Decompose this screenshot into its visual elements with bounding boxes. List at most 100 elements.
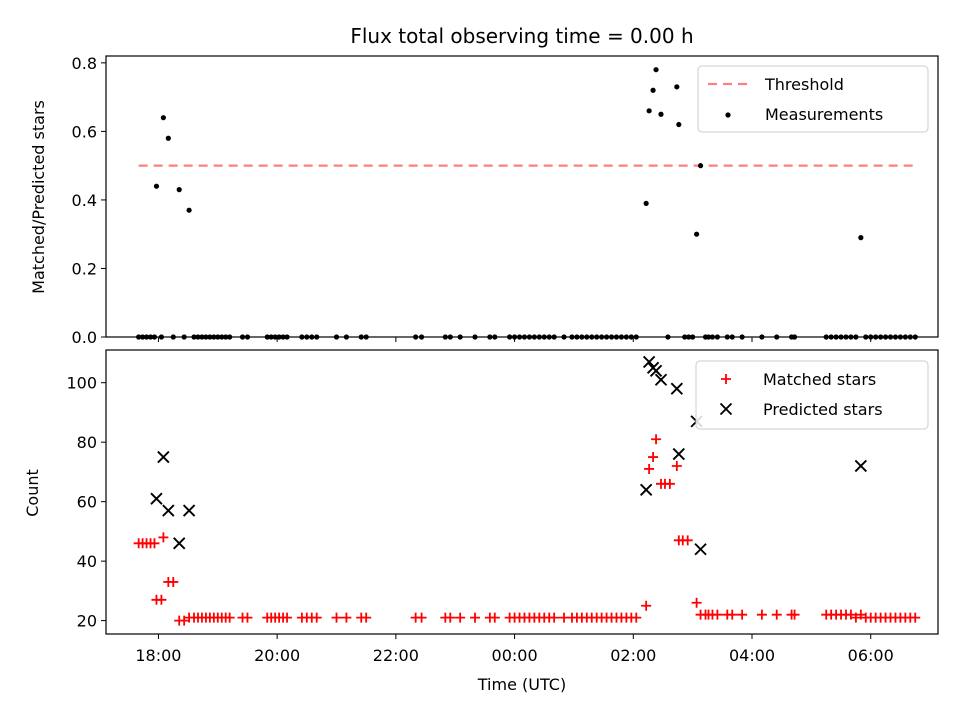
top-legend-box	[697, 65, 929, 133]
measurement-point	[160, 115, 166, 121]
measurement-point	[650, 87, 656, 93]
legend-matched-swatch	[721, 374, 731, 384]
matched-star-point	[651, 434, 662, 445]
matched-star-point	[727, 609, 738, 620]
matched-star-point	[282, 612, 293, 623]
matched-star-point	[682, 535, 693, 546]
matched-star-point	[158, 532, 169, 543]
bottom-y-tick-label: 20	[77, 612, 97, 631]
matched-star-point	[691, 597, 702, 608]
bottom-x-ticks: 18:00 20:00 22:00 00:00 02:00 04:00 06:00	[135, 634, 894, 665]
top-y-tick-label: 0.6	[72, 122, 97, 141]
predicted-star-point	[854, 459, 868, 473]
predicted-star-point	[670, 382, 683, 395]
matched-star-point	[712, 609, 723, 620]
measurement-point	[674, 84, 680, 90]
legend-matched-label: Matched stars	[763, 370, 876, 389]
matched-star-point	[910, 612, 921, 623]
top-axes-frame	[105, 55, 939, 338]
matched-star-point	[671, 460, 682, 471]
measurement-point	[658, 111, 664, 117]
bottom-y-tick-label: 60	[77, 493, 97, 512]
top-y-ticks: 0.0 0.2 0.4 0.6 0.8	[72, 54, 106, 347]
predicted-star-point	[173, 537, 186, 550]
bottom-x-tick-label: 00:00	[492, 646, 538, 665]
matched-star-point	[489, 612, 500, 623]
measurement-point	[694, 231, 700, 237]
matched-star-point	[341, 612, 352, 623]
top-y-tick-label: 0.2	[72, 259, 97, 278]
legend-measurements-label: Measurements	[765, 105, 883, 124]
top-y-axis-label: Matched/Predicted stars	[29, 100, 48, 294]
matched-star-point	[416, 612, 427, 623]
measurement-point	[858, 235, 864, 241]
legend-predicted-label: Predicted stars	[763, 400, 883, 419]
measurement-point	[697, 163, 704, 169]
matched-star-point	[641, 600, 652, 611]
predicted-star-point	[157, 450, 170, 464]
bottom-y-tick-label: 80	[77, 433, 97, 452]
predicted-star-point	[654, 373, 668, 386]
measurement-point	[186, 207, 192, 213]
bottom-x-tick-label: 02:00	[610, 646, 656, 665]
matched-star-point	[455, 612, 466, 623]
matched-star-point	[644, 463, 655, 474]
matched-star-point	[737, 609, 748, 620]
bottom-y-tick-label: 40	[77, 552, 97, 571]
bottom-y-axis-label: Count	[23, 469, 42, 517]
predicted-star-point	[162, 504, 175, 517]
legend-measurements-swatch	[725, 112, 731, 118]
bottom-y-ticks: 20 40 60 80 100	[66, 374, 106, 631]
measurement-point	[653, 67, 659, 73]
predicted-star-point	[182, 504, 196, 517]
measurement-point	[165, 135, 171, 141]
predicted-star-point	[639, 483, 653, 496]
bottom-x-tick-label: 18:00	[135, 646, 181, 665]
matched-star-point	[756, 609, 767, 620]
measurement-point	[676, 121, 682, 128]
matched-stars-points	[133, 434, 921, 626]
predicted-star-point	[694, 543, 707, 556]
bottom-axes-frame	[105, 349, 939, 635]
predicted-star-point	[150, 492, 163, 505]
matched-star-point	[168, 576, 179, 587]
bottom-panel: 20 40 60 80 100 18:00 20:00 22:00 00:00 02:00 04:…	[23, 349, 939, 694]
matched-star-point	[549, 612, 560, 623]
measurement-point	[176, 187, 182, 193]
measurement-point	[646, 108, 652, 114]
measurement-point	[643, 200, 649, 206]
matched-star-point	[771, 609, 782, 620]
matched-star-point	[224, 612, 235, 623]
measurement-point	[153, 183, 160, 189]
bottom-y-tick-label: 100	[66, 374, 97, 393]
matched-star-point	[445, 612, 456, 623]
top-panel: Flux total observing time = 0.00 h 0.00.…	[29, 24, 939, 347]
bottom-x-axis-label: Time (UTC)	[477, 675, 566, 694]
bottom-x-tick-label: 22:00	[373, 646, 419, 665]
matched-star-point	[311, 612, 322, 623]
predicted-star-point	[642, 355, 656, 369]
top-legend: Threshold Measurements	[697, 65, 929, 133]
top-y-tick-label: 0.4	[72, 191, 97, 210]
predicted-star-point	[649, 364, 663, 377]
bottom-x-tick-label: 20:00	[254, 646, 300, 665]
predicted-star-point	[672, 447, 685, 461]
top-y-tick-label: 0.8	[72, 54, 97, 73]
predicted-stars-points	[150, 355, 868, 556]
matched-star-point	[149, 538, 160, 549]
matched-star-point	[648, 452, 659, 463]
matched-star-point	[789, 609, 800, 620]
matched-star-point	[631, 612, 642, 623]
legend-threshold-label: Threshold	[764, 75, 844, 94]
bottom-x-tick-label: 04:00	[729, 646, 775, 665]
legend-matched-marker	[721, 374, 731, 384]
top-y-tick-label: 0.0	[72, 328, 97, 347]
top-chart-title: Flux total observing time = 0.00 h	[350, 24, 693, 48]
legend-predicted-swatch	[719, 402, 733, 416]
legend-predicted-marker	[719, 402, 733, 416]
matched-star-point	[331, 612, 342, 623]
matched-star-point	[242, 612, 253, 623]
matched-star-point	[361, 612, 372, 623]
bottom-legend-box	[695, 360, 929, 430]
